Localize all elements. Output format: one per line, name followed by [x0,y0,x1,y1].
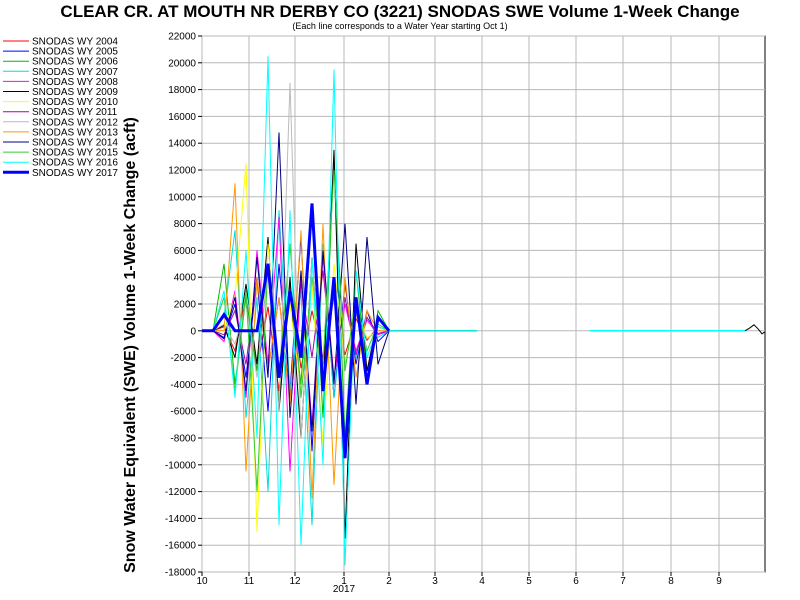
legend-label: SNODAS WY 2007 [32,67,118,78]
legend-label: SNODAS WY 2013 [32,127,118,138]
chart-subtitle: (Each line corresponds to a Water Year s… [292,21,507,31]
series-line [202,203,391,459]
x-tick-label: 2 [386,576,392,587]
legend-item: SNODAS WY 2005 [3,47,118,58]
legend-label: SNODAS WY 2012 [32,117,118,128]
legend-item: SNODAS WY 2015 [3,148,118,159]
legend-label: SNODAS WY 2008 [32,77,118,88]
legend-item: SNODAS WY 2013 [3,127,118,138]
legend-item: SNODAS WY 2011 [3,107,118,118]
y-tick-label: 12000 [168,166,196,177]
x-tick-label: 9 [716,576,722,587]
legend-item: SNODAS WY 2010 [3,97,118,108]
y-axis-ticks: 2200020000180001600014000120001000080006… [165,32,202,579]
legend-label: SNODAS WY 2015 [32,148,118,159]
legend-item: SNODAS WY 2009 [3,87,118,98]
legend-label: SNODAS WY 2006 [32,57,118,68]
y-tick-label: -4000 [170,380,196,391]
legend-item: SNODAS WY 2014 [3,138,118,149]
legend-item: SNODAS WY 2007 [3,67,118,78]
y-tick-label: 22000 [168,32,196,43]
y-tick-label: -16000 [165,541,197,552]
x-tick-label: 1 [341,576,347,587]
y-tick-label: 0 [190,326,196,337]
x-tick-label: 11 [244,576,255,587]
y-tick-label: -12000 [165,487,197,498]
y-tick-label: 6000 [174,246,197,257]
legend-item: SNODAS WY 2017 [3,168,118,179]
y-tick-label: 20000 [168,58,196,69]
y-tick-label: -10000 [165,460,197,471]
y-tick-label: -8000 [170,434,196,445]
y-tick-label: -6000 [170,407,196,418]
x-tick-label: 10 [196,576,208,587]
x-tick-label: 12 [289,576,301,587]
legend-label: SNODAS WY 2016 [32,158,118,169]
y-tick-label: 10000 [168,192,196,203]
legend-item: SNODAS WY 2006 [3,57,118,68]
legend-label: SNODAS WY 2004 [32,37,118,48]
y-axis-label: Snow Water Equivalent (SWE) Volume 1-Wee… [122,117,139,573]
legend-item: SNODAS WY 2016 [3,158,118,169]
legend-label: SNODAS WY 2010 [32,97,118,108]
legend-label: SNODAS WY 2009 [32,87,118,98]
y-tick-label: 18000 [168,85,196,96]
y-tick-label: 14000 [168,139,196,150]
series-line [744,324,766,335]
x-year-label: 2017 [333,584,356,595]
y-tick-label: 2000 [174,300,197,311]
legend-label: SNODAS WY 2017 [32,168,118,179]
x-tick-label: 8 [668,576,674,587]
y-tick-label: -18000 [165,568,197,579]
x-tick-label: 3 [432,576,438,587]
legend-item: SNODAS WY 2012 [3,117,118,128]
y-tick-label: 8000 [174,219,197,230]
x-tick-label: 7 [620,576,626,587]
y-tick-label: 16000 [168,112,196,123]
legend-label: SNODAS WY 2011 [32,107,118,118]
plot-area: 2200020000180001600014000120001000080006… [165,32,766,587]
series-line [202,56,477,566]
legend-label: SNODAS WY 2014 [32,138,118,149]
y-tick-label: -2000 [170,353,196,364]
x-tick-label: 5 [526,576,532,587]
legend-label: SNODAS WY 2005 [32,47,118,58]
chart-title: CLEAR CR. AT MOUTH NR DERBY CO (3221) SN… [60,2,739,21]
x-axis-ticks: 10 11 12 1 2 3 4 5 6 7 8 9 [196,572,722,587]
x-tick-label: 6 [573,576,579,587]
gridlines [201,35,765,573]
y-tick-label: -14000 [165,514,197,525]
x-tick-label: 4 [479,576,485,587]
legend-item: SNODAS WY 2004 [3,37,118,48]
series-lines [202,56,766,566]
y-tick-label: 4000 [174,273,197,284]
legend-item: SNODAS WY 2008 [3,77,118,88]
